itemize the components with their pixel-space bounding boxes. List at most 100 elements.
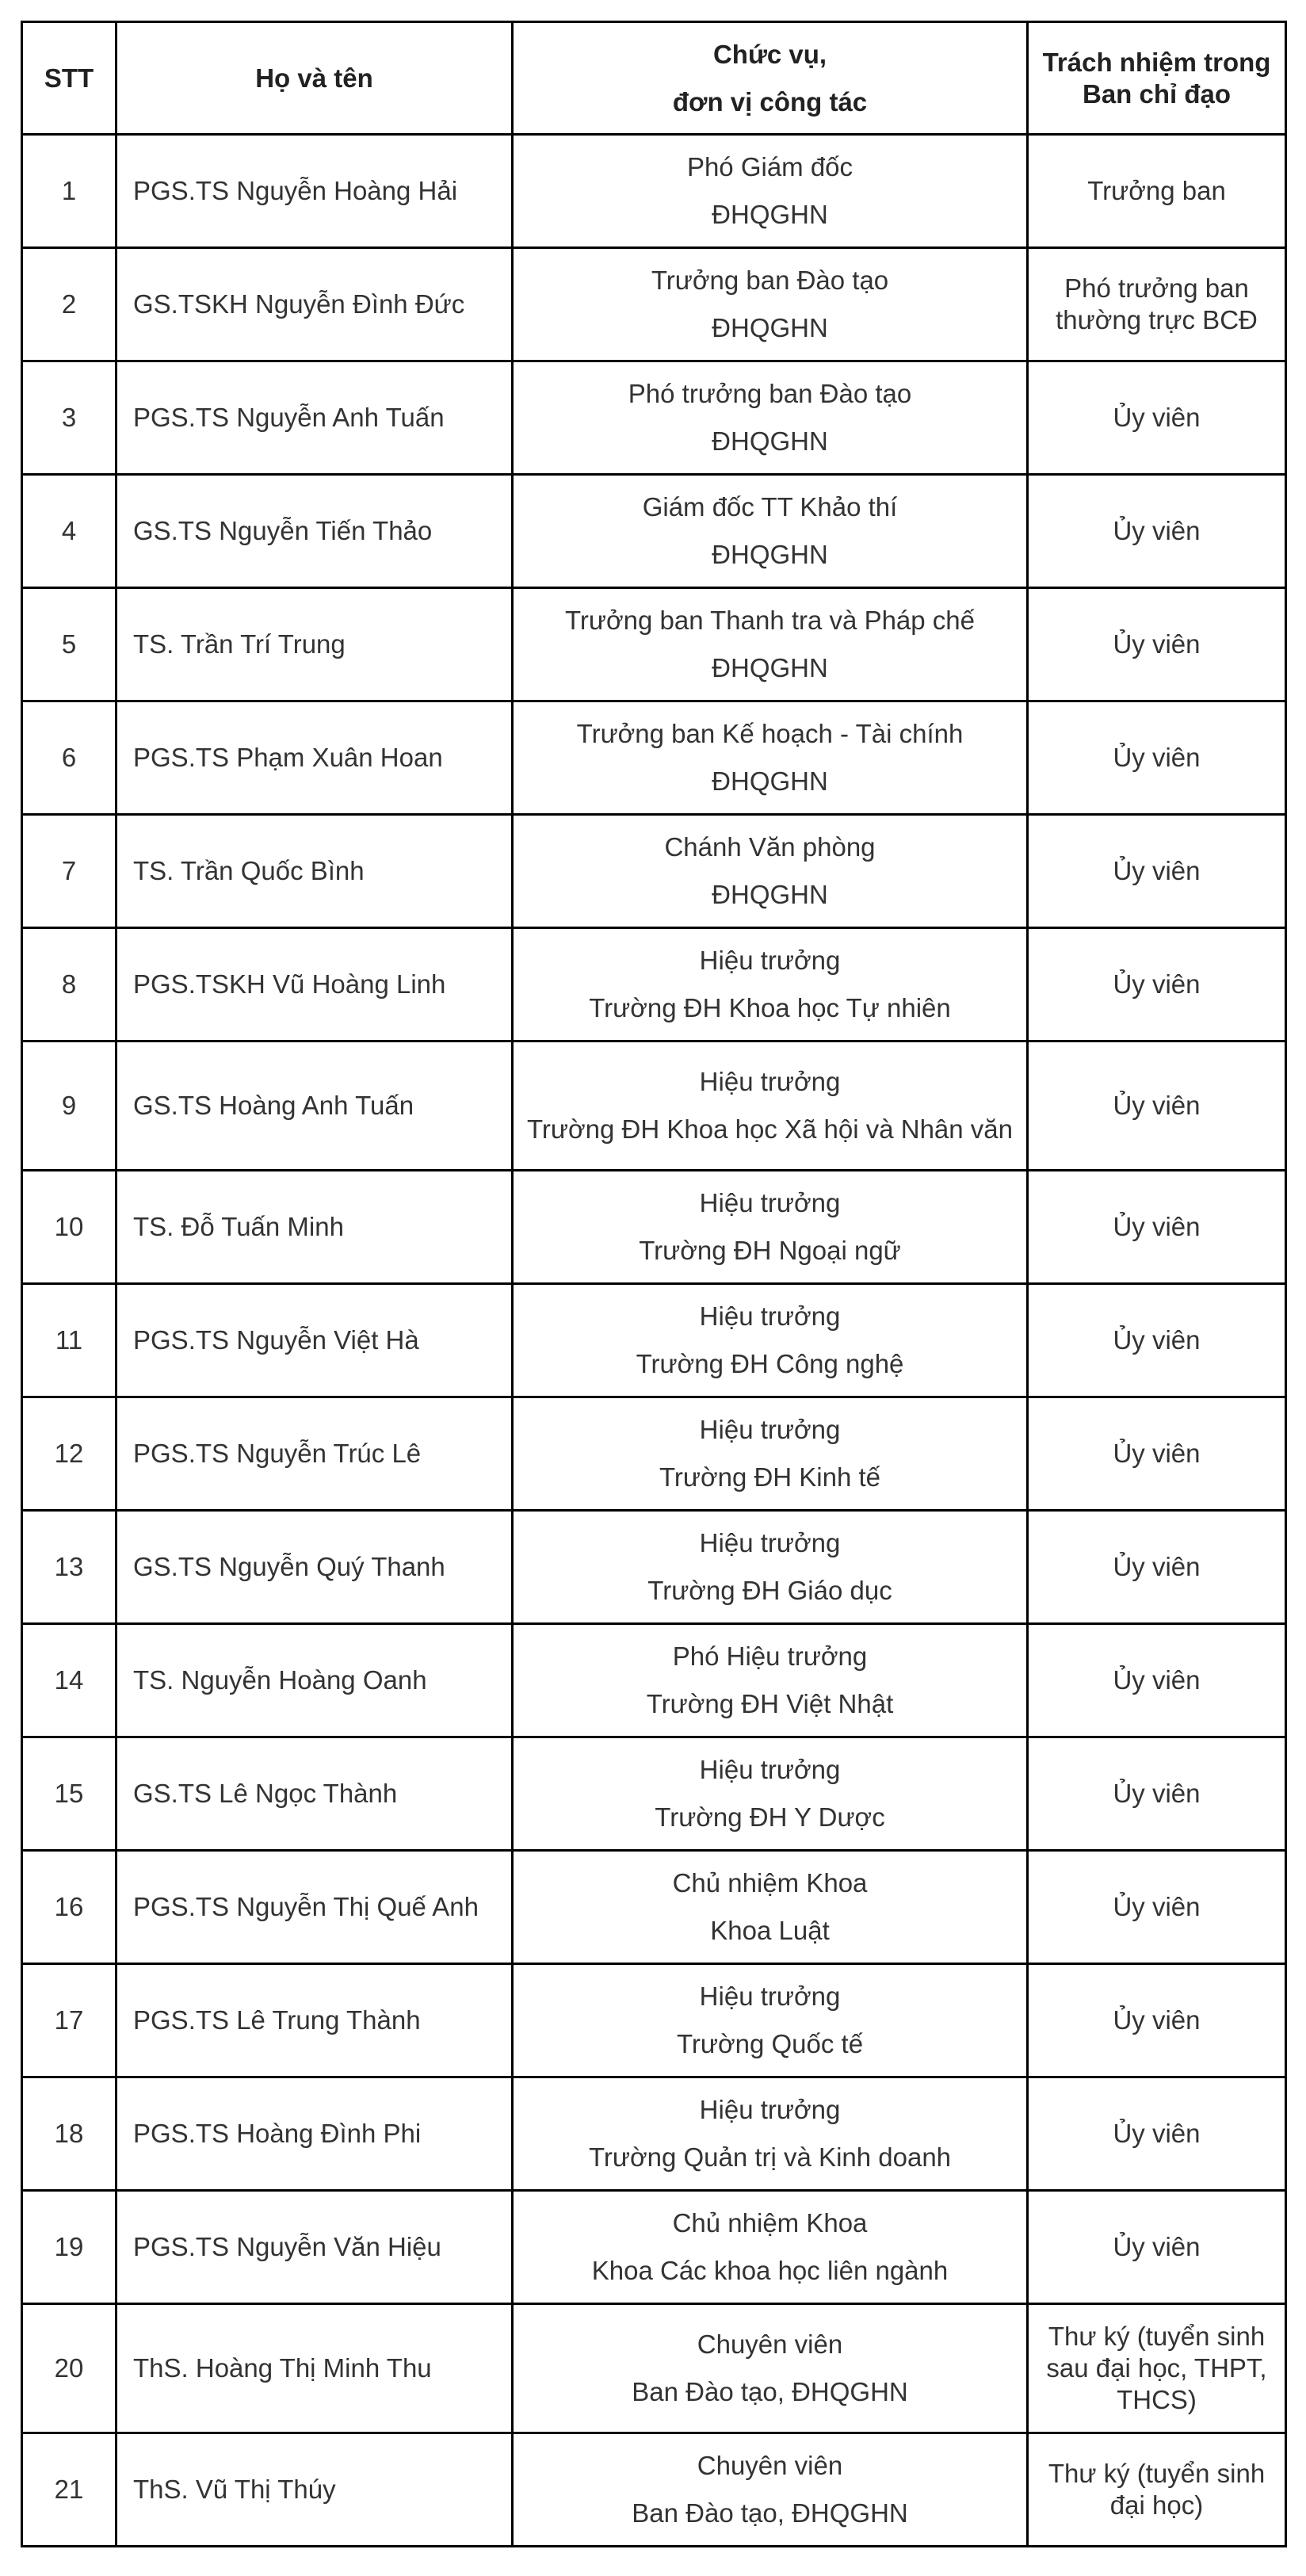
table-row: 17 PGS.TS Lê Trung Thành Hiệu trưởng Trường… — [21, 1963, 1287, 2078]
cell-position: Chủ nhiệm Khoa Khoa Các khoa học liên ngà… — [511, 2189, 1029, 2305]
position-unit: ĐHQGHN — [712, 653, 828, 682]
cell-position: Chánh Văn phòng ĐHQGHN — [511, 813, 1029, 929]
cell-role: Trưởng ban — [1026, 133, 1287, 249]
cell-stt: 11 — [21, 1282, 117, 1398]
table-row: 2 GS.TSKH Nguyễn Đình Đức Trưởng ban Đào t… — [21, 247, 1287, 362]
cell-name: PGS.TSKH Vũ Hoàng Linh — [115, 927, 514, 1042]
cell-name: TS. Trần Trí Trung — [115, 587, 514, 702]
position-unit: ĐHQGHN — [712, 200, 828, 229]
cell-name: GS.TS Lê Ngọc Thành — [115, 1736, 514, 1852]
cell-role: Ủy viên — [1026, 360, 1287, 476]
table-row: 10 TS. Đỗ Tuấn Minh Hiệu trưởng Trường ĐH N… — [21, 1169, 1287, 1285]
position-unit: Trường ĐH Kinh tế — [659, 1462, 881, 1492]
position-title: Chủ nhiệm Khoa — [672, 1868, 868, 1898]
cell-position: Phó Giám đốc ĐHQGHN — [511, 133, 1029, 249]
cell-position: Hiệu trưởng Trường Quản trị và Kinh doanh — [511, 2076, 1029, 2192]
cell-name: GS.TS Nguyễn Tiến Thảo — [115, 473, 514, 589]
cell-name: PGS.TS Nguyễn Thị Quế Anh — [115, 1849, 514, 1965]
table-row: 19 PGS.TS Nguyễn Văn Hiệu Chủ nhiệm Khoa Kh… — [21, 2189, 1287, 2305]
position-title: Trưởng ban Đào tạo — [651, 266, 889, 295]
cell-name: ThS. Hoàng Thị Minh Thu — [115, 2303, 514, 2434]
cell-position: Chuyên viên Ban Đào tạo, ĐHQGHN — [511, 2303, 1029, 2434]
cell-position: Hiệu trưởng Trường ĐH Giáo dục — [511, 1509, 1029, 1625]
position-unit: ĐHQGHN — [712, 766, 828, 796]
table-row: 13 GS.TS Nguyễn Quý Thanh Hiệu trưởng Trườn… — [21, 1509, 1287, 1625]
cell-stt: 18 — [21, 2076, 117, 2192]
cell-name: PGS.TS Nguyễn Việt Hà — [115, 1282, 514, 1398]
cell-stt: 16 — [21, 1849, 117, 1965]
cell-role: Ủy viên — [1026, 1040, 1287, 1171]
cell-position: Phó trưởng ban Đào tạo ĐHQGHN — [511, 360, 1029, 476]
header-position-line2: đơn vị công tác — [672, 86, 868, 117]
cell-stt: 3 — [21, 360, 117, 476]
cell-stt: 15 — [21, 1736, 117, 1852]
position-unit: Ban Đào tạo, ĐHQGHN — [632, 2498, 908, 2528]
position-title: Hiệu trưởng — [699, 1528, 841, 1557]
position-title: Trưởng ban Kế hoạch - Tài chính — [576, 719, 964, 748]
cell-position: Chuyên viên Ban Đào tạo, ĐHQGHN — [511, 2432, 1029, 2547]
cell-stt: 19 — [21, 2189, 117, 2305]
cell-position: Hiệu trưởng Trường ĐH Y Dược — [511, 1736, 1029, 1852]
position-unit: Khoa Các khoa học liên ngành — [591, 2256, 949, 2285]
cell-name: PGS.TS Hoàng Đình Phi — [115, 2076, 514, 2192]
cell-name: PGS.TS Lê Trung Thành — [115, 1963, 514, 2078]
cell-position: Hiệu trưởng Trường ĐH Khoa học Tự nhiên — [511, 927, 1029, 1042]
position-unit: Trường ĐH Khoa học Tự nhiên — [589, 993, 951, 1022]
table-row: 1 PGS.TS Nguyễn Hoàng Hải Phó Giám đốc ĐHQG… — [21, 133, 1287, 249]
cell-role: Ủy viên — [1026, 700, 1287, 816]
position-unit: Trường ĐH Ngoại ngữ — [639, 1236, 901, 1265]
cell-stt: 21 — [21, 2432, 117, 2547]
cell-role: Ủy viên — [1026, 1622, 1287, 1738]
cell-position: Chủ nhiệm Khoa Khoa Luật — [511, 1849, 1029, 1965]
cell-role: Ủy viên — [1026, 813, 1287, 929]
position-title: Trưởng ban Thanh tra và Pháp chế — [564, 606, 976, 635]
table-row: 21 ThS. Vũ Thị Thúy Chuyên viên Ban Đào tạo… — [21, 2432, 1287, 2547]
cell-position: Giám đốc TT Khảo thí ĐHQGHN — [511, 473, 1029, 589]
cell-position: Hiệu trưởng Trường ĐH Kinh tế — [511, 1396, 1029, 1512]
position-title: Chuyên viên — [697, 2329, 843, 2359]
table-row: 14 TS. Nguyễn Hoàng Oanh Phó Hiệu trưởng Tr… — [21, 1622, 1287, 1738]
header-position: Chức vụ, đơn vị công tác — [511, 21, 1029, 136]
cell-name: TS. Đỗ Tuấn Minh — [115, 1169, 514, 1285]
position-title: Phó Hiệu trưởng — [672, 1642, 868, 1671]
position-title: Hiệu trưởng — [699, 1982, 841, 2011]
cell-stt: 10 — [21, 1169, 117, 1285]
cell-role: Ủy viên — [1026, 587, 1287, 702]
cell-name: ThS. Vũ Thị Thúy — [115, 2432, 514, 2547]
cell-name: GS.TSKH Nguyễn Đình Đức — [115, 247, 514, 362]
cell-position: Trưởng ban Đào tạo ĐHQGHN — [511, 247, 1029, 362]
cell-role: Ủy viên — [1026, 1282, 1287, 1398]
header-role: Trách nhiệm trong Ban chỉ đạo — [1026, 21, 1287, 136]
table-row: 15 GS.TS Lê Ngọc Thành Hiệu trưởng Trường Đ… — [21, 1736, 1287, 1852]
cell-name: PGS.TS Nguyễn Hoàng Hải — [115, 133, 514, 249]
table-row: 7 TS. Trần Quốc Bình Chánh Văn phòng ĐHQGHN… — [21, 813, 1287, 929]
position-unit: Trường Quốc tế — [676, 2029, 864, 2058]
table-row: 18 PGS.TS Hoàng Đình Phi Hiệu trưởng Trường… — [21, 2076, 1287, 2192]
cell-role: Ủy viên — [1026, 473, 1287, 589]
position-title: Hiệu trưởng — [699, 1301, 841, 1331]
cell-role: Ủy viên — [1026, 1169, 1287, 1285]
cell-name: PGS.TS Phạm Xuân Hoan — [115, 700, 514, 816]
position-title: Giám đốc TT Khảo thí — [642, 492, 898, 522]
position-title: Chủ nhiệm Khoa — [672, 2208, 868, 2238]
cell-stt: 4 — [21, 473, 117, 589]
cell-name: PGS.TS Nguyễn Văn Hiệu — [115, 2189, 514, 2305]
position-title: Phó Giám đốc — [686, 152, 853, 182]
cell-stt: 5 — [21, 587, 117, 702]
cell-position: Trưởng ban Kế hoạch - Tài chính ĐHQGHN — [511, 700, 1029, 816]
table-row: 3 PGS.TS Nguyễn Anh Tuấn Phó trưởng ban Đà… — [21, 360, 1287, 476]
position-unit: ĐHQGHN — [712, 540, 828, 569]
cell-name: GS.TS Nguyễn Quý Thanh — [115, 1509, 514, 1625]
position-title: Hiệu trưởng — [699, 2095, 841, 2124]
table-row: 12 PGS.TS Nguyễn Trúc Lê Hiệu trưởng Trường… — [21, 1396, 1287, 1512]
position-title: Hiệu trưởng — [699, 1188, 841, 1217]
table-row: 8 PGS.TSKH Vũ Hoàng Linh Hiệu trưởng Trường… — [21, 927, 1287, 1042]
table-row: 20 ThS. Hoàng Thị Minh Thu Chuyên viên Ban … — [21, 2303, 1287, 2434]
position-unit: ĐHQGHN — [712, 313, 828, 342]
cell-stt: 17 — [21, 1963, 117, 2078]
cell-stt: 13 — [21, 1509, 117, 1625]
position-title: Hiệu trưởng — [699, 1755, 841, 1784]
position-title: Phó trưởng ban Đào tạo — [628, 379, 912, 408]
cell-position: Hiệu trưởng Trường Quốc tế — [511, 1963, 1029, 2078]
position-unit: Trường ĐH Việt Nhật — [646, 1689, 894, 1718]
